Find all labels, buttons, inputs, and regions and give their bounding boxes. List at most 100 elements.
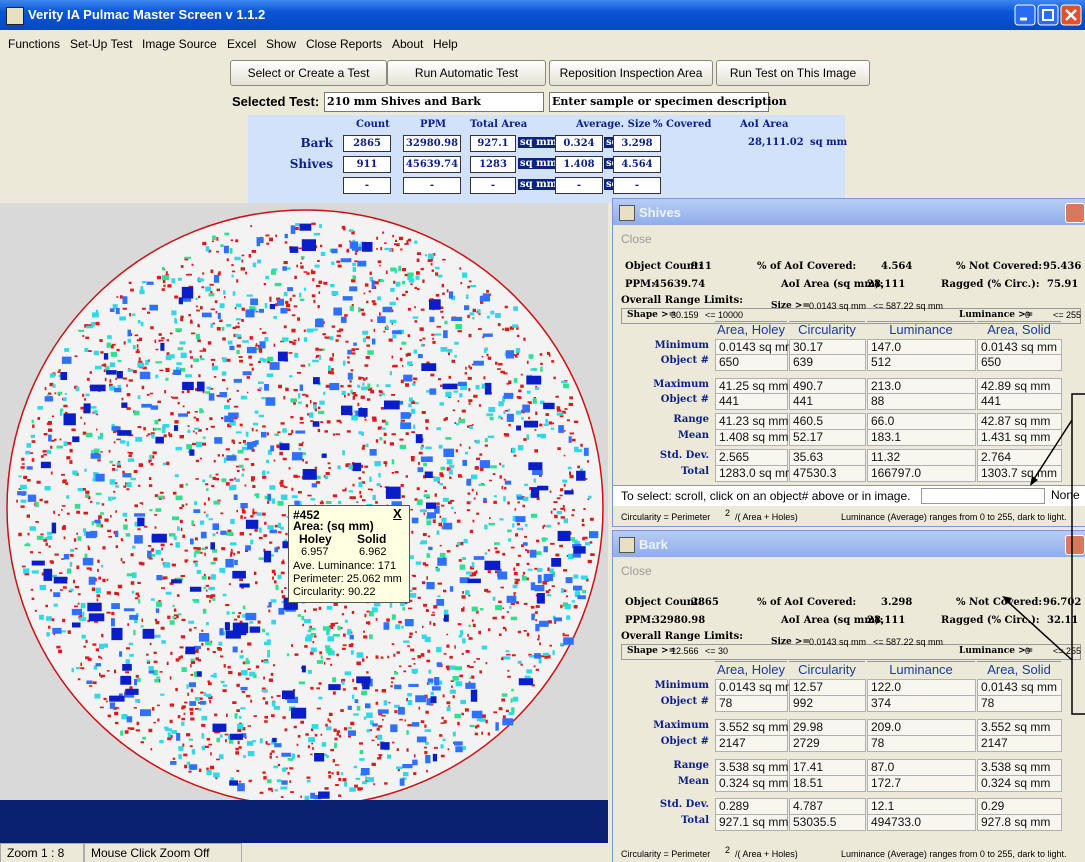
data-cell: 441 [789,393,866,410]
data-cell: 2147 [715,735,788,752]
window-controls[interactable] [1014,4,1084,26]
selected-test[interactable]: 210 mm Shives and Bark [324,92,544,112]
panel-menu[interactable]: Close [621,232,652,246]
summary-cell: - [403,177,461,194]
data-cell: 441 [715,393,788,410]
stat-label: PPM: [625,615,655,626]
stat-label: % of AoI Covered: [757,261,856,272]
toolbar-button[interactable]: Run Test on This Image [716,60,870,86]
data-cell: 927.1 sq mm [715,814,788,831]
data-cell: 639 [789,354,866,371]
column-header: Area, Solid [977,661,1061,677]
data-cell: 166797.0 [867,465,976,482]
range-size-max: <= 587.22 sq mm [873,301,943,311]
row-label: Range [613,760,709,771]
popup-area: Area: (sq mm) [293,519,374,533]
data-cell: 66.0 [867,413,976,430]
stat-label: PPM: [625,279,655,290]
data-cell: 4.787 [789,798,866,815]
app-icon [6,7,24,25]
data-cell: 1.408 sq mm [715,429,788,446]
summary-unit: sq mm [518,179,559,190]
data-cell: 512 [867,354,976,371]
data-cell: 927.8 sq mm [977,814,1062,831]
menu-item[interactable]: Help [433,37,458,51]
row-label: Total [613,466,709,477]
panel-close-button[interactable] [1065,203,1085,223]
stat-value: 75.91 [1047,279,1078,290]
data-cell: 0.0143 sq mm [715,679,788,696]
range-lum-min: 0 [1025,646,1030,656]
summary-cell: 3.298 [613,135,661,152]
menu-item[interactable]: Set-Up Test [70,37,132,51]
summary-header: Total Area [470,119,527,130]
data-cell: 78 [715,695,788,712]
menu-item[interactable]: Show [266,37,296,51]
data-cell: 0.0143 sq mm [977,679,1062,696]
summary-cell: 927.1 [470,135,516,152]
popup-holey-value: 6.957 [301,546,329,558]
data-cell: 47530.3 [789,465,866,482]
range-label: Overall Range Limits: [621,295,743,306]
panel-title: Shives [639,205,681,220]
data-cell: 183.1 [867,429,976,446]
toolbar-button[interactable]: Reposition Inspection Area [549,60,713,86]
footer-note: Luminance (Average) ranges from 0 to 255… [841,849,1066,859]
popup-luminance: Ave. Luminance: 171 [293,560,396,572]
stat-value: 95.436 [1043,261,1081,272]
row-label: Maximum [613,720,709,731]
summary-cell: - [555,177,603,194]
stat-value: 28,111 [867,615,905,626]
range-shape-min: 12.566 [671,646,699,656]
summary-cell: 2865 [343,135,391,152]
summary-cell: - [613,177,661,194]
stat-value: 32.11 [1047,615,1078,626]
summary-cell: - [343,177,391,194]
window-title: Verity IA Pulmac Master Screen v 1.1.2 [28,7,265,22]
summary-header: AoI Area [740,119,788,130]
description-input[interactable]: Enter sample or specimen description [549,92,769,112]
data-cell: 0.29 [977,798,1062,815]
scrollbar[interactable] [921,488,1045,504]
menu-item[interactable]: Image Source [142,37,217,51]
menu-item[interactable]: Functions [8,37,60,51]
toolbar-button[interactable]: Run Automatic Test [387,60,546,86]
data-cell: 3.552 sq mm [977,719,1062,736]
stat-value: 3.298 [881,597,912,608]
range-lum: Luminance >= [959,646,1033,656]
column-header: Circularity [789,661,865,677]
data-cell: 87.0 [867,759,976,776]
panel-title-bar: Shives [613,199,1085,225]
data-cell: 18.51 [789,775,866,792]
footer-formula-end: /( Area + Holes) [735,849,798,859]
panel-menu[interactable]: Close [621,564,652,578]
footer-formula: Circularity = Perimeter [621,849,710,859]
stat-value: 45639.74 [653,279,705,290]
panel-close-button[interactable] [1065,535,1085,555]
range-shape-max: <= 30 [705,646,728,656]
summary-header: % Covered [653,119,711,130]
footer-formula: Circularity = Perimeter [621,512,710,522]
row-label: Mean [613,430,709,441]
data-cell: 11.32 [867,449,976,466]
range-lum-max: <= 255 [1053,646,1081,656]
summary-cell: 0.324 [555,135,603,152]
toolbar-button[interactable]: Select or Create a Test [230,60,387,86]
row-label: Mean [613,776,709,787]
data-cell: 1303.7 sq mm [977,465,1062,482]
app-window: Verity IA Pulmac Master Screen v 1.1.2 F… [0,0,1085,862]
panel-title-bar: Bark [613,531,1085,557]
row-label: Object # [613,736,709,747]
column-header: Area, Holey [715,321,787,337]
menu-item[interactable]: Close Reports [306,37,382,51]
range-size-max: <= 587.22 sq mm [873,637,943,647]
column-header: Circularity [789,321,865,337]
data-cell: 2.764 [977,449,1062,466]
popup-close[interactable]: X [393,506,402,521]
menu-item[interactable]: About [392,37,423,51]
menu-item[interactable]: Excel [227,37,256,51]
footer-note: Luminance (Average) ranges from 0 to 255… [841,512,1066,522]
data-cell: 0.324 sq mm [715,775,788,792]
selected-test-label: Selected Test: [232,94,319,109]
